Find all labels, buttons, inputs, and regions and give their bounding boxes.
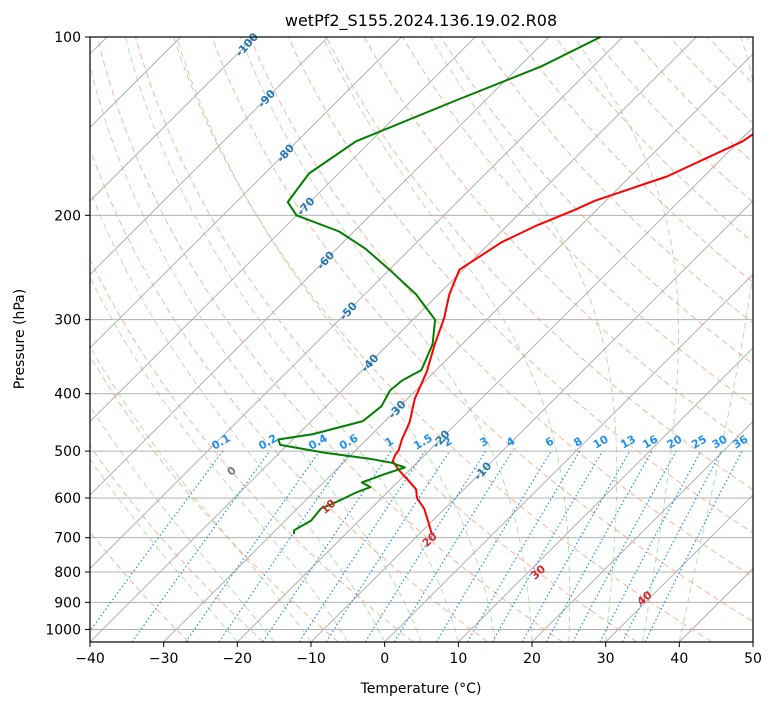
x-tick-label: −10 (296, 651, 326, 667)
x-tick-label: −20 (223, 651, 253, 667)
chart-title: wetPf2_S155.2024.136.19.02.R08 (285, 11, 557, 31)
y-axis-label: Pressure (hPa) (12, 289, 28, 389)
x-tick-label: 50 (744, 651, 762, 667)
x-tick-label: 10 (449, 651, 467, 667)
x-tick-label: 20 (523, 651, 541, 667)
x-tick-label: −30 (149, 651, 179, 667)
x-tick-label: 40 (670, 651, 688, 667)
y-tick-label: 300 (54, 313, 81, 329)
y-tick-label: 100 (54, 30, 81, 46)
y-tick-label: 900 (54, 595, 81, 611)
x-tick-label: 30 (597, 651, 615, 667)
x-tick-label: −40 (75, 651, 105, 667)
y-tick-label: 600 (54, 491, 81, 507)
y-tick-label: 400 (54, 387, 81, 403)
y-tick-label: 1000 (45, 622, 81, 638)
x-tick-label: 0 (380, 651, 389, 667)
y-tick-label: 700 (54, 531, 81, 547)
y-tick-label: 800 (54, 565, 81, 581)
x-axis-label: Temperature (°C) (360, 681, 482, 697)
y-tick-label: 200 (54, 208, 81, 224)
y-tick-label: 500 (54, 444, 81, 460)
